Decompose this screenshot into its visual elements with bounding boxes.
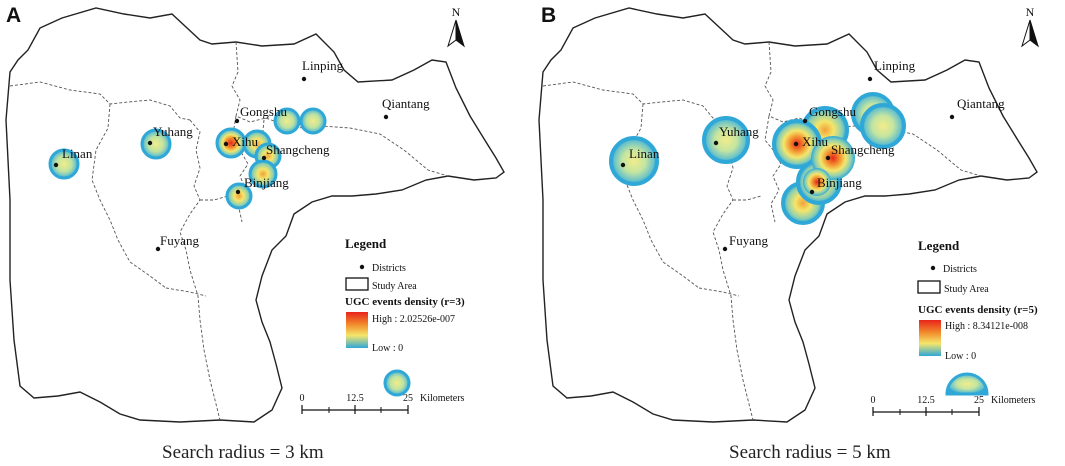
district-point <box>793 141 799 147</box>
district-point <box>223 141 229 147</box>
scale-bar: 0 12.5 25 Kilometers <box>871 372 1036 416</box>
svg-text:N: N <box>1026 5 1035 19</box>
legend-low-label: Low : 0 <box>372 343 403 354</box>
district-label-gongshu: Gongshu <box>809 104 856 119</box>
district-label-gongshu: Gongshu <box>240 104 287 119</box>
legend-districts-label: Districts <box>943 264 977 275</box>
panel-label: A <box>6 4 22 27</box>
district-label-xihu: Xihu <box>232 134 259 149</box>
district-label-fuyang: Fuyang <box>729 233 769 248</box>
district-label-linping: Linping <box>874 58 916 73</box>
district-point <box>809 189 815 195</box>
district-point <box>620 162 626 168</box>
district-label-xihu: Xihu <box>802 134 829 149</box>
legend-high-label: High : 8.34121e-008 <box>945 321 1028 332</box>
study-area-boundary <box>5 7 505 423</box>
figure-caption: Search radius = 3 km <box>162 442 324 463</box>
legend-study-area-symbol <box>345 277 369 291</box>
map-panel-b: B <box>533 0 1065 466</box>
svg-text:12.5: 12.5 <box>346 393 364 404</box>
legend-density-title: UGC events density (r=5) <box>918 304 1038 316</box>
legend-study-area-label: Study Area <box>372 281 417 292</box>
district-point <box>234 118 240 124</box>
legend-districts-label: Districts <box>372 263 406 274</box>
legend-title: Legend <box>918 238 960 253</box>
legend-title: Legend <box>345 236 387 251</box>
scale-bar: 0 12.5 25 Kilometers <box>300 369 465 414</box>
district-point <box>301 76 307 82</box>
svg-text:25: 25 <box>974 395 984 406</box>
panel-label: B <box>541 4 557 27</box>
district-point <box>722 246 728 252</box>
svg-text:N: N <box>452 5 461 19</box>
district-label-binjiang: Binjiang <box>244 175 289 190</box>
legend-color-ramp <box>346 312 368 348</box>
density-map: Linping Qiantang Gongshu Yuhang Xihu Sha… <box>5 5 505 423</box>
legend-density-title: UGC events density (r=3) <box>345 296 465 308</box>
legend-district-symbol <box>359 264 365 270</box>
north-arrow-icon: N <box>1021 5 1039 48</box>
district-label-shangcheng: Shangcheng <box>266 142 330 157</box>
district-point <box>713 140 719 146</box>
legend-study-area-label: Study Area <box>944 284 989 295</box>
north-arrow-icon: N <box>447 5 465 48</box>
district-label-qiantang: Qiantang <box>957 96 1005 111</box>
district-point <box>867 76 873 82</box>
map-panel-a: A <box>0 0 532 466</box>
district-point <box>825 155 831 161</box>
district-label-linan: Linan <box>629 146 660 161</box>
svg-text:0: 0 <box>871 395 876 406</box>
legend-high-label: High : 2.02526e-007 <box>372 314 455 325</box>
district-point <box>235 189 241 195</box>
density-map: Linping Qiantang Gongshu Yuhang Xihu Sha… <box>538 5 1039 423</box>
svg-text:12.5: 12.5 <box>917 395 935 406</box>
legend-low-label: Low : 0 <box>945 351 976 362</box>
district-point <box>147 140 153 146</box>
density-surface <box>48 107 327 210</box>
district-label-linan: Linan <box>62 146 93 161</box>
legend-color-ramp <box>919 320 941 356</box>
legend-study-area-symbol <box>917 280 941 294</box>
figure-caption: Search radius = 5 km <box>729 442 891 463</box>
legend: Legend Districts Study Area UGC events d… <box>917 238 1038 362</box>
district-label-yuhang: Yuhang <box>153 124 193 139</box>
legend: Legend Districts Study Area UGC events d… <box>345 236 465 354</box>
district-point <box>802 118 808 124</box>
svg-text:Kilometers: Kilometers <box>991 395 1036 406</box>
district-label-shangcheng: Shangcheng <box>831 142 895 157</box>
density-surface <box>609 92 906 225</box>
district-label-fuyang: Fuyang <box>160 233 200 248</box>
district-point <box>383 114 389 120</box>
svg-text:Kilometers: Kilometers <box>420 393 465 404</box>
district-point <box>53 162 59 168</box>
district-point <box>155 246 161 252</box>
svg-text:0: 0 <box>300 393 305 404</box>
legend-district-symbol <box>930 265 936 271</box>
district-label-yuhang: Yuhang <box>719 124 759 139</box>
district-label-qiantang: Qiantang <box>382 96 430 111</box>
district-label-binjiang: Binjiang <box>817 175 862 190</box>
district-point <box>949 114 955 120</box>
district-point <box>261 155 267 161</box>
district-label-linping: Linping <box>302 58 344 73</box>
svg-text:25: 25 <box>403 393 413 404</box>
